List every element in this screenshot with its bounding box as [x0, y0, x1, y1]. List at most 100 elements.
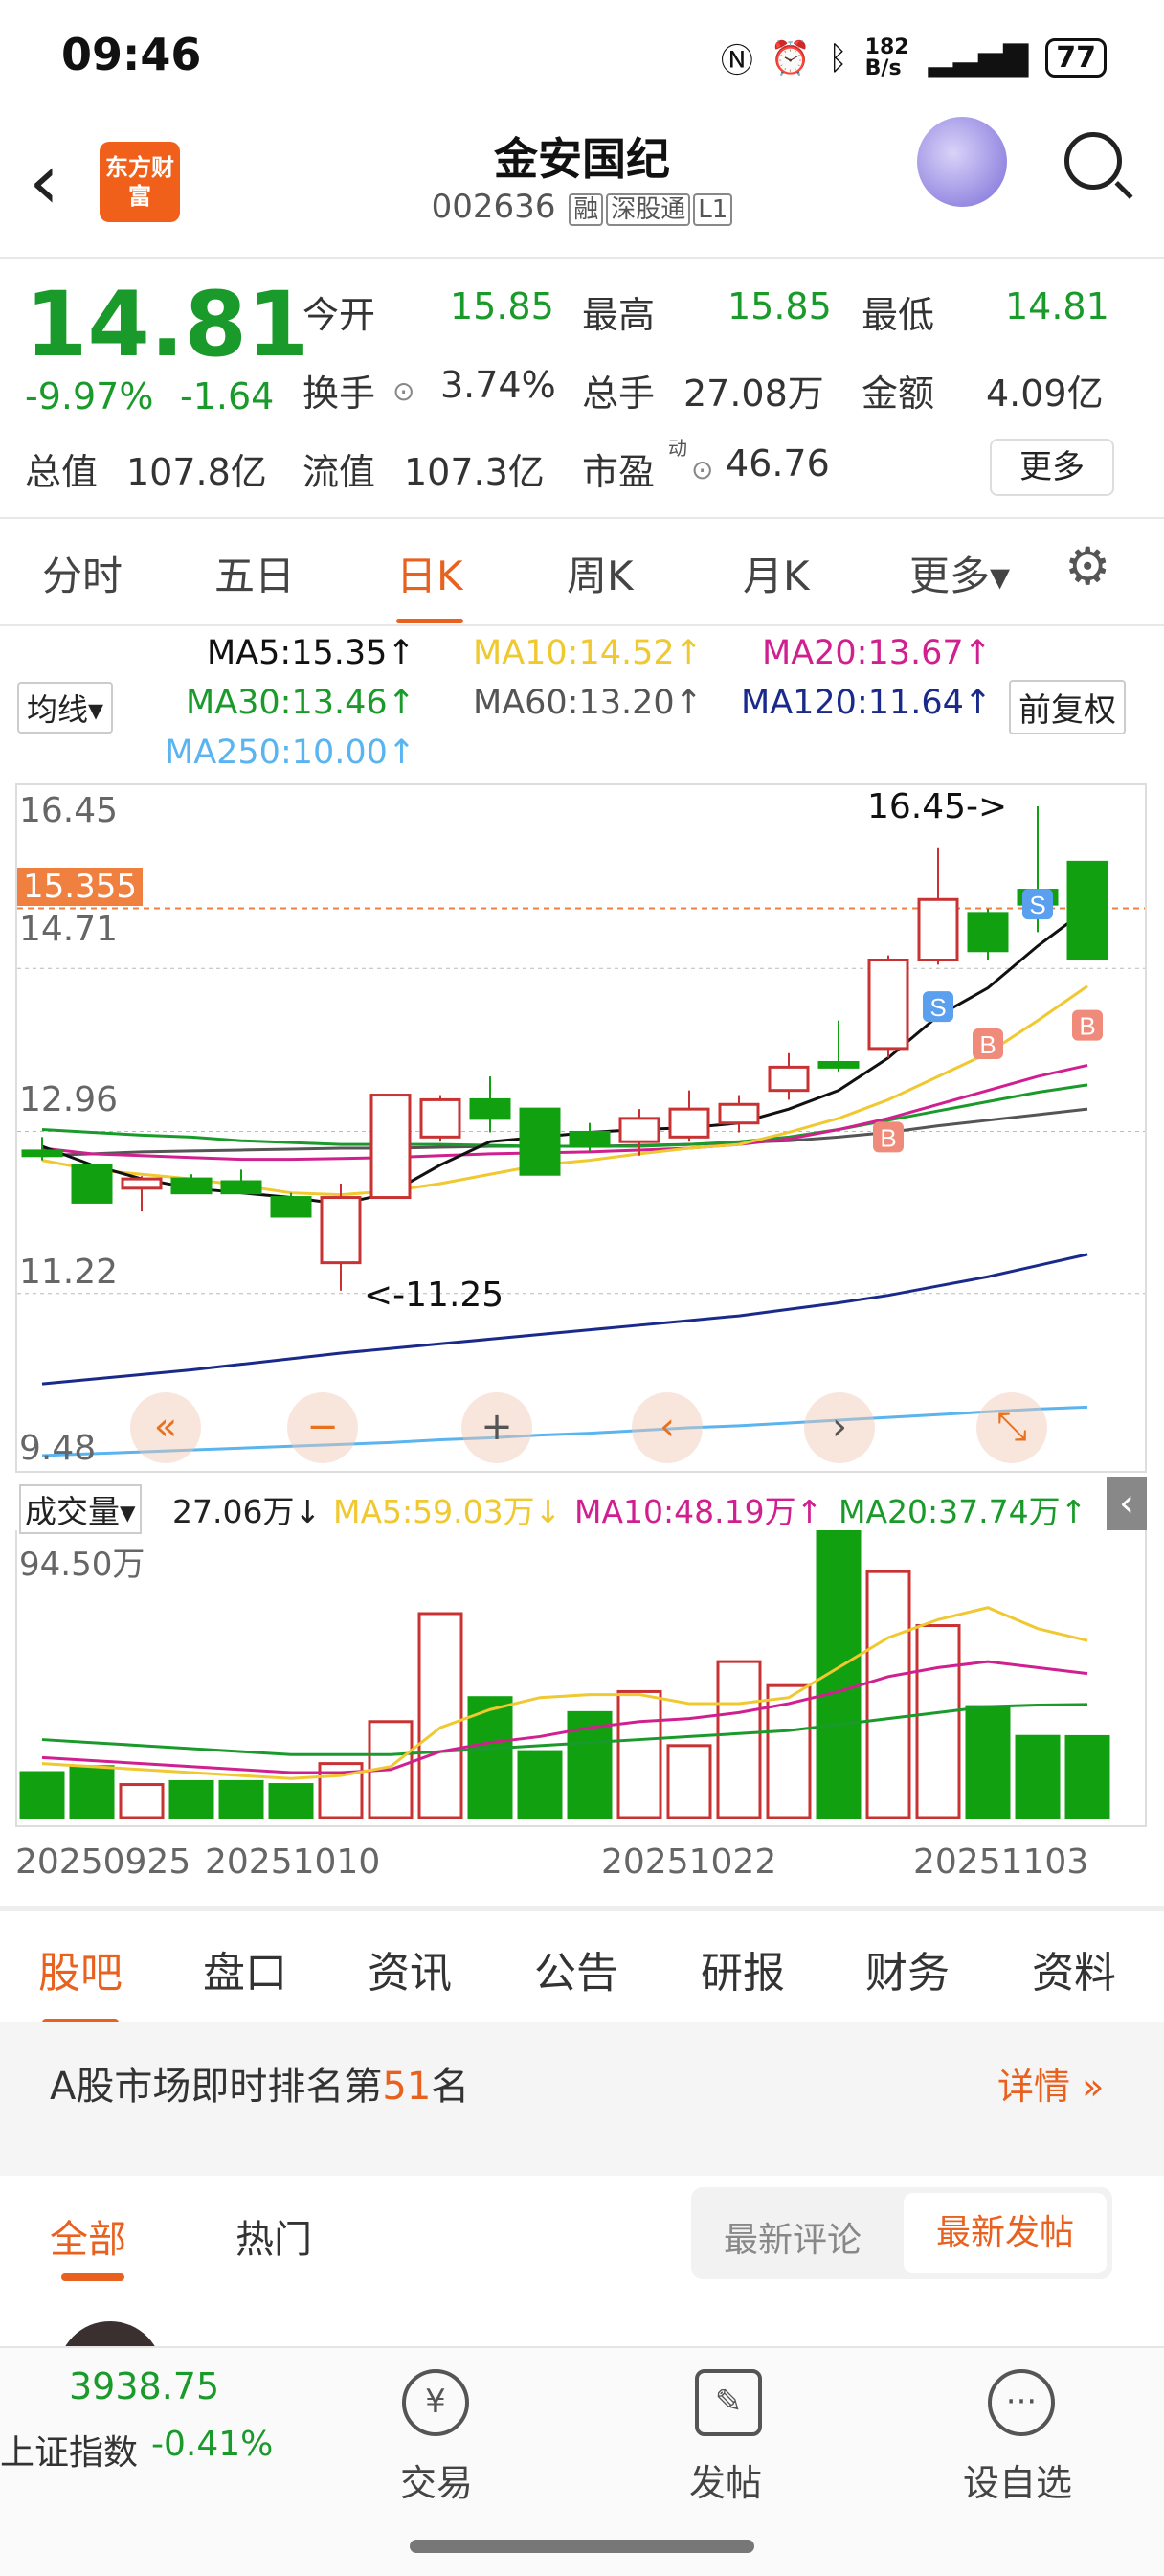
- info-icon[interactable]: ⊙: [392, 375, 415, 407]
- feed-tab-hot[interactable]: 热门: [235, 2218, 312, 2262]
- tab-news[interactable]: 资讯: [368, 1949, 452, 1998]
- volume-bar: [1015, 1734, 1061, 1819]
- post-label[interactable]: 发帖: [689, 2462, 763, 2504]
- sort-latest-comment[interactable]: 最新评论: [724, 2221, 862, 2260]
- section-tabs: 股吧 盘口 资讯 公告 研报 财务 资料: [0, 1915, 1164, 2026]
- tab-finance[interactable]: 财务: [865, 1949, 950, 1998]
- mktcap-label: 总值: [25, 451, 99, 493]
- tag-connect: 深股通: [606, 193, 691, 226]
- sell-signal-icon: [1022, 889, 1053, 920]
- change-percent: -9.97%: [25, 375, 154, 418]
- candle-body: [569, 1130, 611, 1148]
- zoom-out-icon[interactable]: −: [287, 1392, 358, 1463]
- trade-label[interactable]: 交易: [400, 2462, 474, 2504]
- tab-more[interactable]: 更多▾: [909, 553, 1011, 599]
- net-speed: 182 B/s: [864, 34, 909, 80]
- trade-yuan-icon[interactable]: ¥: [402, 2369, 469, 2436]
- price-axis-mid2: 12.96: [19, 1080, 119, 1119]
- sort-latest-post[interactable]: 最新发帖: [904, 2193, 1107, 2273]
- rank-number: 51: [382, 2065, 432, 2109]
- more-button[interactable]: 更多: [990, 439, 1114, 496]
- pe-info-icon[interactable]: ⊙: [691, 454, 714, 486]
- tab-intraday[interactable]: 分时: [42, 553, 123, 599]
- bottom-bar: 3938.75 上证指数 -0.41% ¥ 交易 ✎ 发帖 ··· 设自选: [0, 2346, 1164, 2576]
- signal-letter: B: [979, 1030, 996, 1059]
- index-name[interactable]: 上证指数: [0, 2433, 139, 2473]
- tab-guba[interactable]: 股吧: [38, 1938, 123, 2026]
- price-axis-mid1: 14.71: [19, 910, 119, 949]
- rank-prefix: A股市场即时排名第: [50, 2065, 383, 2109]
- ma30-legend: MA30:13.46↑: [186, 684, 415, 722]
- volume-value: 27.08万: [683, 373, 824, 415]
- tab-orderbook[interactable]: 盘口: [203, 1949, 287, 1998]
- robot-assistant-icon[interactable]: [917, 117, 1007, 207]
- ma10-line: [41, 984, 1088, 1197]
- tab-five-day[interactable]: 五日: [214, 553, 296, 599]
- volume-svg: [19, 1530, 1110, 1819]
- volume-bar: [69, 1765, 115, 1819]
- quote-divider: [0, 517, 1164, 519]
- index-value[interactable]: 3938.75: [69, 2365, 220, 2407]
- volume-indicator-dropdown[interactable]: 成交量▾: [19, 1484, 142, 1534]
- tab-monthly-k[interactable]: 月K: [743, 553, 810, 599]
- signal-letter: B: [880, 1123, 896, 1152]
- rank-detail-link[interactable]: 详情 »: [997, 2057, 1104, 2110]
- watchlist-dots-icon[interactable]: ···: [988, 2369, 1055, 2436]
- volume-bar: [666, 1744, 712, 1819]
- high-annotation: 16.45->: [867, 787, 1008, 826]
- candle-body: [668, 1107, 710, 1139]
- current-price: 14.81: [25, 273, 310, 377]
- zoom-in-icon[interactable]: +: [461, 1392, 532, 1463]
- candle-body: [817, 1061, 860, 1069]
- status-icons: Ⓝ ⏰ ᛒ 182 B/s ▂▃▅▇ 77: [721, 34, 1107, 81]
- volume-bar: [467, 1696, 513, 1819]
- volume-bar: [865, 1570, 911, 1819]
- scroll-left-icon[interactable]: ‹: [632, 1392, 703, 1463]
- signal-icon: ▂▃▅▇: [928, 38, 1029, 78]
- fullscreen-icon[interactable]: ⤡: [976, 1392, 1047, 1463]
- volume-chart[interactable]: 94.50万: [15, 1530, 1147, 1827]
- search-icon[interactable]: [1064, 132, 1122, 190]
- buy-signal-icon: [873, 1121, 904, 1153]
- float-label: 流值: [302, 451, 376, 493]
- settings-gear-icon[interactable]: ⚙: [1064, 536, 1111, 597]
- kline-svg: B S B S B: [17, 806, 1145, 1457]
- feed-tab-underline: [61, 2273, 124, 2281]
- post-edit-icon[interactable]: ✎: [695, 2369, 762, 2436]
- signal-letter: S: [1029, 891, 1045, 919]
- tab-profile[interactable]: 资料: [1032, 1949, 1116, 1998]
- ma5-line: [41, 907, 1088, 1206]
- pe-value: 46.76: [726, 442, 830, 485]
- scroll-left-fast-icon[interactable]: «: [130, 1392, 201, 1463]
- section-separator: [0, 1906, 1164, 1911]
- stock-code-line: 002636 融深股通 L1: [0, 188, 1164, 226]
- volume-ma5: MA5:59.03万↓: [333, 1493, 562, 1530]
- volume-bar: [119, 1783, 165, 1819]
- buy-signal-icon: [973, 1028, 1003, 1060]
- tab-daily-k[interactable]: 日K: [396, 544, 463, 623]
- vol-ma5-line: [41, 1606, 1088, 1780]
- volume-bar: [218, 1779, 264, 1819]
- watchlist-label[interactable]: 设自选: [963, 2462, 1073, 2504]
- candle-body: [967, 912, 1009, 953]
- candle-body: [718, 1102, 760, 1125]
- low-label: 最低: [862, 294, 935, 336]
- feed-tab-all[interactable]: 全部: [50, 2218, 126, 2262]
- collapse-panel-icon[interactable]: ‹: [1107, 1477, 1147, 1530]
- tab-research[interactable]: 研报: [701, 1949, 785, 1998]
- tab-weekly-k[interactable]: 周K: [567, 553, 634, 599]
- tab-announcements[interactable]: 公告: [534, 1949, 618, 1998]
- volume-ma20: MA20:37.74万↑: [839, 1493, 1087, 1530]
- adjust-dropdown[interactable]: 前复权: [1009, 680, 1126, 734]
- open-value: 15.85: [450, 285, 554, 328]
- rank-banner[interactable]: A股市场即时排名第51名 详情 »: [0, 2022, 1164, 2137]
- high-label: 最高: [582, 294, 656, 336]
- candle-body: [867, 959, 909, 1051]
- ma-type-dropdown[interactable]: 均线▾: [17, 682, 114, 734]
- low-value: 14.81: [1005, 285, 1109, 328]
- scroll-right-icon[interactable]: ›: [804, 1392, 875, 1463]
- back-button[interactable]: ‹: [29, 137, 59, 226]
- pe-label: 市盈: [582, 451, 656, 493]
- ma60-line: [41, 1107, 1088, 1158]
- kline-chart[interactable]: B S B S B 16.45 14.71 12.96 11.22 9.48 15.35…: [15, 783, 1147, 1473]
